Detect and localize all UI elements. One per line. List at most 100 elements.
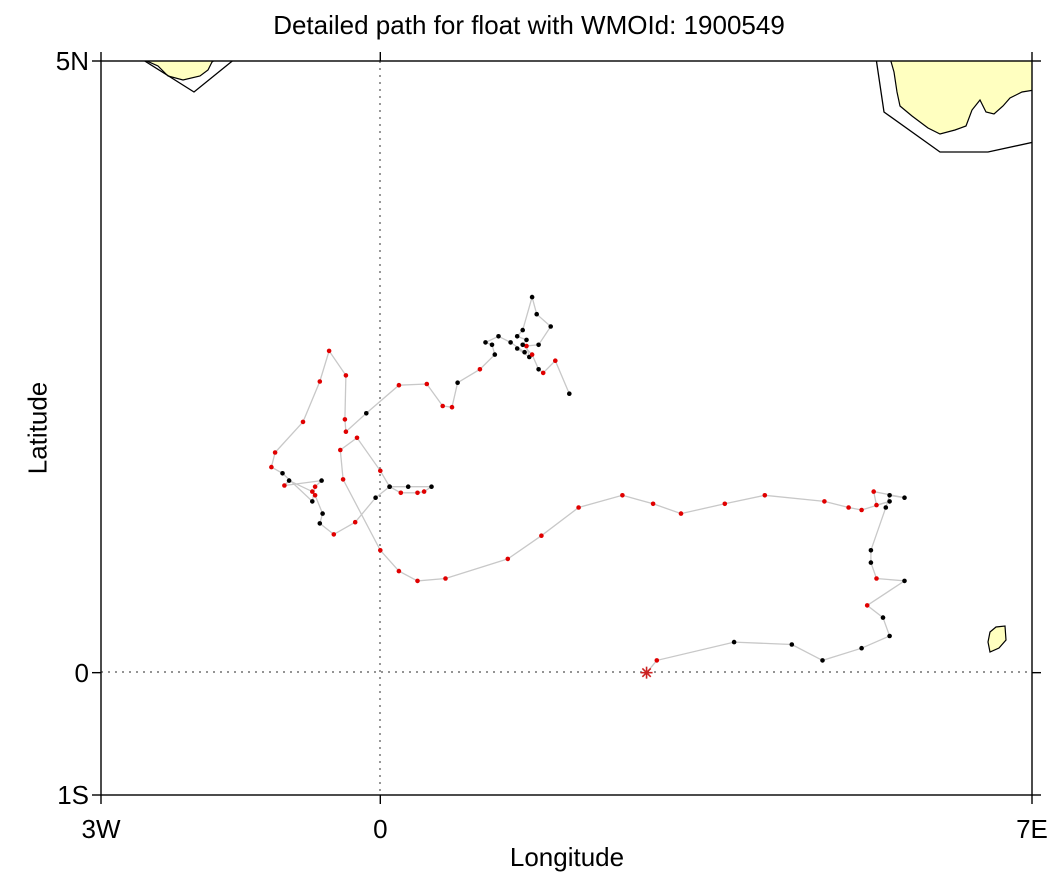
float-position-point [352, 519, 358, 525]
land-northwest [145, 61, 215, 81]
float-position-point [887, 633, 892, 639]
start-position-marker [640, 666, 653, 679]
float-position-point [522, 349, 527, 355]
float-position-point [343, 373, 349, 378]
float-position-point [822, 499, 827, 504]
float-position-point [405, 484, 411, 490]
float-position-point [620, 493, 625, 498]
float-position-point [524, 343, 529, 349]
float-position-point [496, 334, 501, 339]
float-position-point [319, 478, 324, 483]
float-position-point [310, 499, 315, 504]
track-line [270, 294, 907, 674]
float-position-point [576, 505, 581, 510]
float-position-point [654, 658, 660, 663]
coast-boundary-northeast [875, 61, 1032, 153]
float-position-point [880, 615, 886, 620]
float-position-point [534, 311, 539, 317]
float-position-point [678, 511, 684, 516]
float-positions [269, 294, 907, 663]
float-position-point [520, 342, 525, 348]
float-position-point [514, 346, 520, 351]
float-position-point [342, 417, 348, 422]
float-position-point [300, 419, 306, 425]
float-position-point [492, 352, 498, 357]
float-position-point [489, 342, 495, 348]
float-position-point [373, 495, 378, 501]
float-position-point [312, 484, 318, 490]
float-position-point [320, 511, 325, 516]
float-position-point [536, 342, 541, 348]
island-east [987, 625, 1007, 653]
float-position-point [539, 533, 544, 538]
float-position-point [902, 495, 907, 501]
float-position-point [483, 340, 488, 345]
float-position-point [396, 382, 402, 388]
float-position-point [887, 493, 892, 498]
float-position-point [310, 489, 315, 494]
float-position-point [455, 380, 460, 386]
float-position-point [286, 478, 292, 483]
float-position-point [364, 411, 369, 416]
float-position-point [317, 521, 323, 526]
axis-ticks [92, 52, 1041, 804]
float-position-point [415, 578, 420, 584]
float-position-point [340, 477, 346, 482]
float-position-point [378, 468, 383, 474]
float-position-point [887, 499, 892, 504]
y-tick-label: 1S [57, 780, 89, 810]
float-position-point [429, 484, 434, 490]
float-position-point [421, 489, 427, 494]
float-position-point [272, 450, 278, 455]
x-tick-label: 7E [1016, 814, 1048, 844]
float-position-point [883, 505, 889, 510]
float-position-point [762, 493, 768, 498]
float-position-point [508, 340, 513, 345]
float-position-point [354, 435, 360, 441]
float-position-point [338, 447, 343, 453]
float-track [270, 294, 907, 674]
y-axis-label: Latitude [22, 381, 53, 475]
x-tick-label: 3W [81, 814, 121, 844]
float-position-point [871, 489, 876, 494]
float-position-point [398, 490, 404, 496]
land-layer [143, 61, 1032, 653]
float-position-point [524, 337, 529, 343]
float-position-point [520, 327, 525, 333]
float-position-point [859, 645, 864, 651]
float-position-point [280, 471, 285, 476]
float-position-point [789, 642, 795, 647]
float-position-point [282, 483, 287, 488]
float-position-point [731, 639, 737, 645]
float-position-point [548, 324, 553, 329]
float-position-point [449, 404, 455, 410]
float-position-point [846, 505, 851, 510]
float-position-point [874, 576, 879, 581]
float-position-point [902, 578, 907, 584]
float-position-point [536, 367, 541, 372]
float-position-point [529, 352, 535, 357]
float-position-point [553, 358, 558, 364]
map-title: Detailed path for float with WMOId: 1900… [273, 10, 785, 40]
float-position-point [396, 568, 402, 574]
y-tick-label: 5N [55, 46, 89, 76]
start-marker-stroke [641, 667, 652, 678]
plot-frame [100, 60, 1033, 796]
float-position-point [415, 490, 420, 496]
float-position-point [820, 658, 825, 663]
float-position-point [440, 403, 446, 409]
float-position-point [514, 334, 520, 339]
float-position-point [424, 381, 430, 387]
float-position-point [567, 391, 572, 397]
x-tick-label: 0 [373, 814, 388, 844]
float-position-point [540, 370, 546, 376]
float-position-point [443, 576, 448, 581]
float-position-point [650, 501, 656, 507]
land-northeast [890, 61, 1032, 135]
float-position-point [312, 493, 318, 498]
float-position-point [874, 502, 879, 508]
float-position-point [868, 548, 874, 553]
float-position-point [317, 379, 323, 384]
float-position-point [722, 501, 728, 507]
